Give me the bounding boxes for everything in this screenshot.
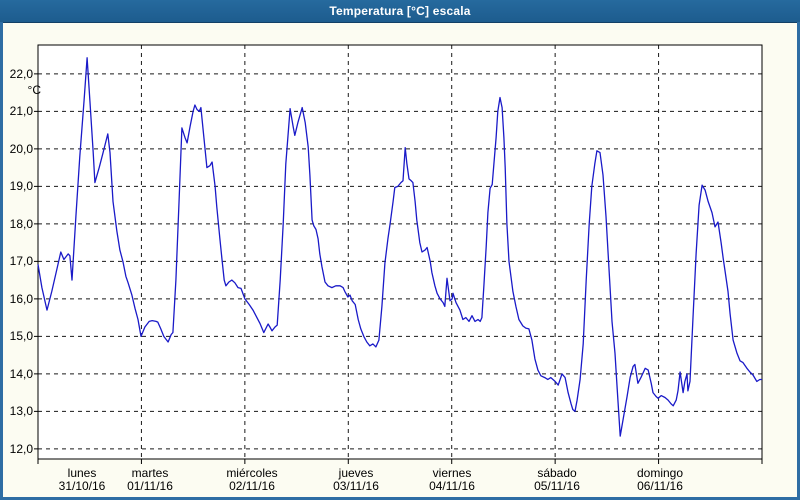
y-axis-tick-label: 21,0 <box>9 104 33 119</box>
y-axis-tick-label: 19,0 <box>9 179 33 194</box>
title-bar: Temperatura [°C] escala <box>0 0 800 23</box>
y-axis-tick-label: 12,0 <box>9 441 33 456</box>
y-axis-tick-label: 16,0 <box>9 291 33 306</box>
plot-border <box>37 44 763 460</box>
x-axis-day-label: martes <box>131 466 169 480</box>
x-axis-date-label: 05/11/16 <box>534 479 580 493</box>
x-axis-day-label: lunes <box>67 466 97 480</box>
x-axis-date-label: 06/11/16 <box>637 479 683 493</box>
temperature-series-line <box>37 57 762 437</box>
y-axis-unit-label: °C <box>27 83 41 97</box>
plot-background <box>38 45 762 459</box>
chart-area[interactable]: °C 22,0 21,0 20,0 19,0 18,0 17,0 16,0 15,0 14,0 1… <box>3 23 797 497</box>
y-axis-tick-label: 15,0 <box>9 329 33 344</box>
y-axis-tick-label: 18,0 <box>9 216 33 231</box>
y-axis-tick-label: 17,0 <box>9 254 33 269</box>
window-border-bottom <box>0 497 800 500</box>
x-axis-day-label: miércoles <box>226 466 278 480</box>
x-axis-date-label: 31/10/16 <box>58 479 106 493</box>
x-axis-day-label: sábado <box>537 466 577 480</box>
window-border-right <box>797 22 800 500</box>
window-border-left <box>0 22 3 500</box>
x-axis-date-label: 03/11/16 <box>333 479 379 493</box>
x-axis-day-label: jueves <box>338 466 374 480</box>
y-axis-tick-label: 14,0 <box>9 366 33 381</box>
window-title: Temperatura [°C] escala <box>329 4 471 18</box>
x-axis-day-label: domingo <box>636 466 684 480</box>
y-axis-tick-label: 13,0 <box>9 404 33 419</box>
x-axis-date-label: 02/11/16 <box>229 479 275 493</box>
y-axis-tick-label: 22,0 <box>9 66 33 81</box>
y-axis-tick-label: 20,0 <box>9 141 33 156</box>
x-axis-day-label: viernes <box>432 466 472 480</box>
x-axis-date-label: 04/11/16 <box>429 479 475 493</box>
x-axis-date-label: 01/11/16 <box>127 479 173 493</box>
